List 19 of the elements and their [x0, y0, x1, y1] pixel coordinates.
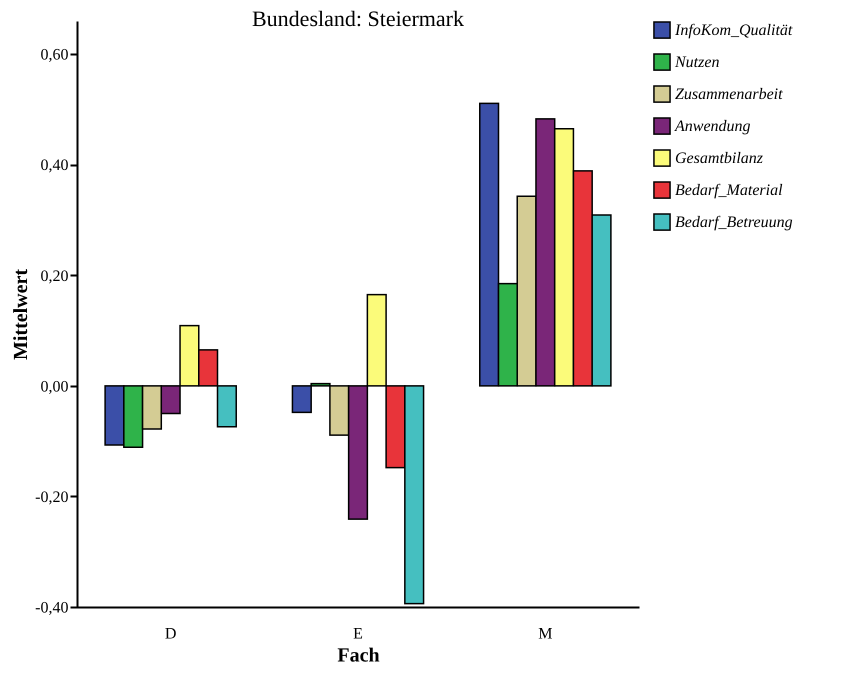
x-tick-label: E: [353, 626, 363, 642]
legend-label: Gesamtbilanz: [675, 150, 764, 167]
x-axis-title: Fach: [337, 644, 380, 666]
y-tick-label: 0,00: [40, 378, 68, 396]
y-axis-title: Mittelwert: [10, 268, 32, 360]
legend-label: InfoKom_Qualität: [674, 22, 793, 39]
legend-label: Zusammenarbeit: [675, 86, 784, 103]
legend-label: Bedarf_Material: [675, 182, 784, 199]
chart-title: Bundesland: Steiermark: [252, 6, 464, 31]
y-tick-label: 0,60: [40, 46, 68, 64]
y-tick-label: -0,20: [35, 488, 68, 506]
y-tick-label: 0,20: [40, 268, 68, 285]
legend-label: Bedarf_Betreuung: [675, 214, 793, 231]
legend-label: Nutzen: [674, 54, 720, 71]
legend-label: Anwendung: [674, 118, 751, 135]
y-tick-label: -0,40: [35, 600, 68, 616]
x-tick-label: D: [164, 626, 176, 642]
x-tick-label: M: [538, 626, 552, 642]
y-tick-label: 0,40: [40, 157, 68, 174]
